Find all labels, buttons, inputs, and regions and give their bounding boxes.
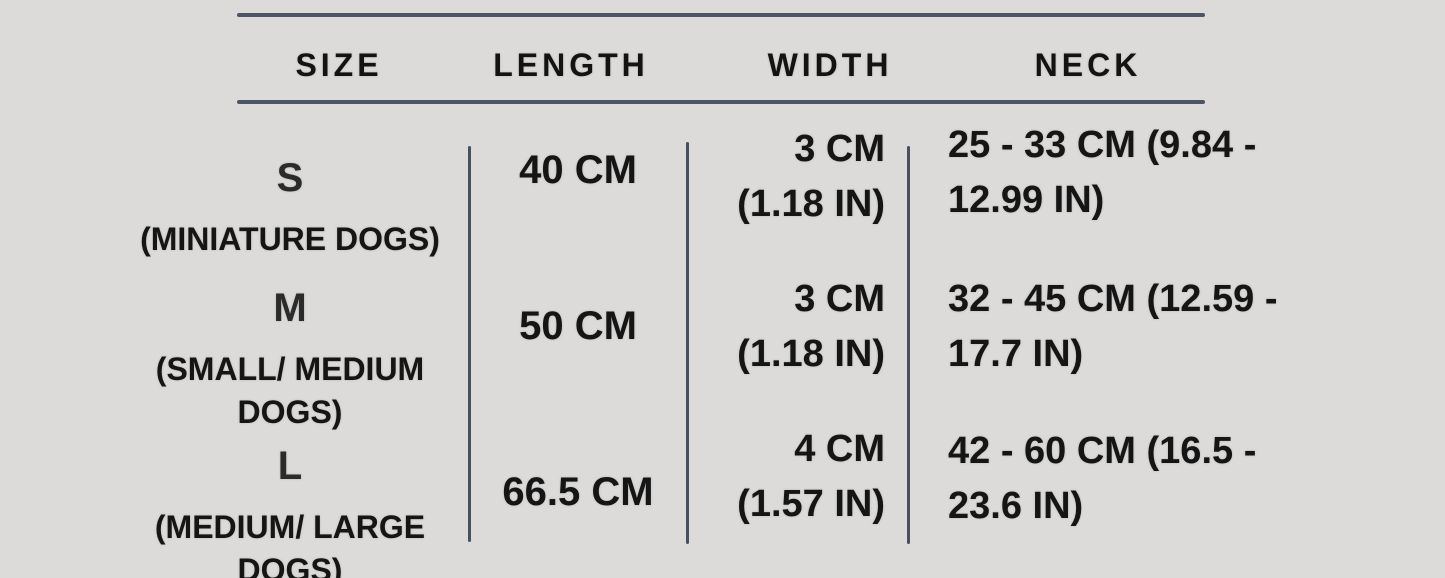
- column-header-length: LENGTH: [493, 47, 649, 83]
- table-row-s-size-cell: S (MINIATURE DOGS): [110, 138, 470, 279]
- size-description: (SMALL/ MEDIUM DOGS): [155, 351, 425, 430]
- size-description: (MEDIUM/ LARGE DOGS): [154, 509, 426, 578]
- column-divider-length-width: [686, 142, 689, 544]
- column-divider-size-length: [468, 146, 471, 542]
- column-header-neck: NECK: [1034, 47, 1142, 83]
- table-row-l-size-cell: L (MEDIUM/ LARGE DOGS): [110, 426, 470, 578]
- table-row-l-neck-cell: 42 - 60 CM (16.5 - 23.6 IN): [948, 430, 1257, 527]
- table-row-l-width-cell: 4 CM (1.57 IN): [737, 428, 885, 525]
- table-row-m-width-cell: 3 CM (1.18 IN): [737, 278, 885, 375]
- column-divider-width-neck: [907, 146, 910, 544]
- table-row-s-length-cell: 40 CM: [519, 148, 637, 192]
- table-row-l-length-cell: 66.5 CM: [502, 470, 654, 514]
- table-row-m-neck-cell: 32 - 45 CM (12.59 - 17.7 IN): [948, 278, 1278, 375]
- table-row-s-neck-cell: 25 - 33 CM (9.84 - 12.99 IN): [948, 124, 1257, 221]
- size-code: S: [276, 156, 304, 200]
- size-code: L: [277, 444, 303, 488]
- table-row-s-width-cell: 3 CM (1.18 IN): [737, 128, 885, 225]
- size-code: M: [273, 286, 307, 330]
- table-row-m-size-cell: M (SMALL/ MEDIUM DOGS): [110, 268, 470, 452]
- header-bottom-rule: [237, 100, 1205, 104]
- size-description: (MINIATURE DOGS): [140, 221, 440, 257]
- header-top-rule: [237, 13, 1205, 17]
- table-row-m-length-cell: 50 CM: [519, 304, 637, 348]
- column-header-size: SIZE: [295, 47, 383, 83]
- column-header-width: WIDTH: [767, 47, 893, 83]
